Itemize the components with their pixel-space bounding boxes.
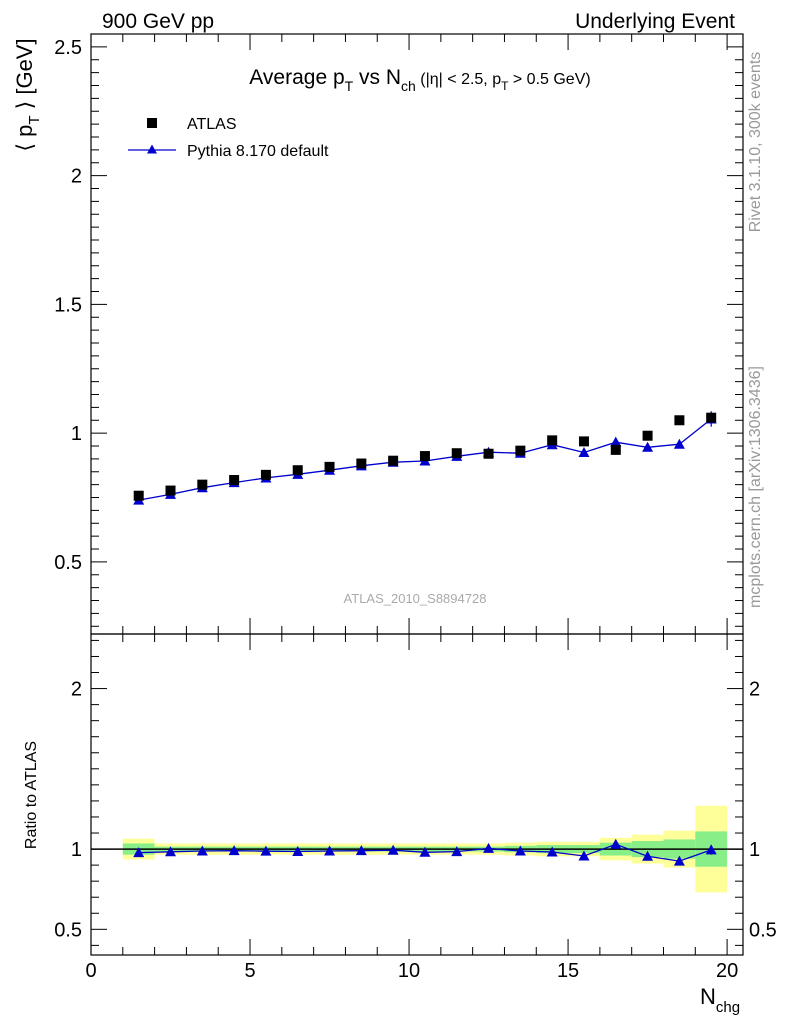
pythia-ratio-point [578, 850, 590, 861]
x-tick-label: 20 [716, 960, 738, 982]
pythia-main-point [578, 446, 590, 457]
pythia-ratio-point [387, 844, 399, 855]
atlas-point [324, 461, 335, 472]
atlas-point [674, 415, 685, 426]
atlas-point [547, 435, 558, 446]
pythia-main-point [610, 436, 622, 447]
header-right-label: Underlying Event [575, 10, 735, 33]
ratio-y-axis-label: Ratio to ATLAS [23, 741, 40, 849]
atlas-point [706, 412, 717, 423]
main-y-tick-label: 2.5 [54, 37, 82, 59]
x-tick-label: 15 [557, 960, 579, 982]
pythia-main-point [673, 438, 685, 449]
pythia-ratio-point [324, 845, 336, 856]
main-y-tick-label: 1 [71, 423, 82, 445]
atlas-point [260, 469, 271, 480]
x-axis-label: Nchg [700, 984, 740, 1016]
ratio-y-tick-label-right: 0.5 [749, 919, 777, 941]
main-y-tick-label: 1.5 [54, 294, 82, 316]
pythia-ratio-point [483, 842, 495, 853]
pythia-ratio-point [133, 847, 145, 858]
legend-pythia-marker [147, 144, 157, 154]
pythia-ratio-point [260, 845, 272, 856]
ratio-plot-frame [90, 633, 744, 956]
atlas-point [515, 445, 526, 456]
pythia-ratio-point [196, 845, 208, 856]
legend-atlas-label: ATLAS [187, 116, 237, 133]
rivet-version-label: Rivet 3.1.10, 300k events [747, 52, 764, 233]
atlas-point [133, 490, 144, 501]
pythia-ratio-point [546, 846, 558, 857]
atlas-point [356, 458, 367, 469]
x-tick-label: 0 [85, 960, 96, 982]
axes-layer: 0 5 10 15 20 0.5 1 1.5 2 2.5 0.5 0.5 1 1 2 2 [54, 33, 777, 982]
analysis-watermark: ATLAS_2010_S8894728 [344, 591, 487, 606]
main-plot-title: Average pT vs Nch (|η| < 2.5, pT > 0.5 G… [249, 66, 590, 94]
main-plot-layer [133, 411, 717, 505]
ratio-plot-layer [133, 838, 717, 866]
legend-pythia-label: Pythia 8.170 default [187, 143, 329, 160]
pythia-ratio-point [451, 846, 463, 857]
ratio-y-tick-label-left: 1 [71, 839, 82, 861]
ratio-y-tick-label-right: 2 [749, 679, 760, 701]
atlas-point [642, 430, 653, 441]
main-y-axis-label: ⟨ pT ⟩ [GeV] [12, 38, 43, 151]
ratio-uncertainty-bands [91, 805, 743, 893]
pythia-ratio-point [514, 845, 526, 856]
atlas-point [419, 451, 430, 462]
header-left-label: 900 GeV pp [102, 10, 214, 33]
atlas-point [165, 485, 176, 496]
atlas-point [451, 448, 462, 459]
atlas-point [388, 455, 399, 466]
x-tick-label: 10 [398, 960, 420, 982]
atlas-point [610, 444, 621, 455]
pythia-ratio-point [705, 844, 717, 855]
atlas-point [197, 479, 208, 490]
main-y-tick-label: 2 [71, 166, 82, 188]
pythia-ratio-point [642, 850, 654, 861]
pythia-ratio-point [228, 845, 240, 856]
ratio-y-tick-label-right: 1 [749, 839, 760, 861]
pythia-ratio-point [610, 838, 622, 849]
atlas-point [483, 448, 494, 459]
pythia-ratio-point [165, 846, 177, 857]
pythia-ratio-point [673, 855, 685, 866]
ratio-y-tick-label-left: 2 [71, 679, 82, 701]
mcplots-reference-label: mcplots.cern.ch [arXiv:1306.3436] [747, 366, 764, 608]
atlas-point [292, 465, 303, 476]
pythia-main-point [642, 441, 654, 452]
pythia-ratio-point [419, 846, 431, 857]
main-y-tick-label: 0.5 [54, 552, 82, 574]
atlas-point [229, 475, 240, 486]
pythia-ratio-point [292, 845, 304, 856]
pythia-ratio-point [355, 845, 367, 856]
legend-atlas-marker [147, 118, 157, 128]
x-tick-label: 5 [244, 960, 255, 982]
ratio-y-tick-label-left: 0.5 [54, 919, 82, 941]
atlas-point [578, 436, 589, 447]
